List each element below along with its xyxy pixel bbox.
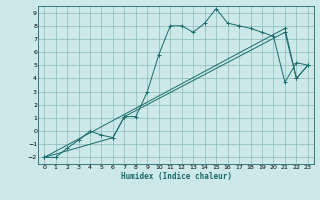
X-axis label: Humidex (Indice chaleur): Humidex (Indice chaleur) [121, 172, 231, 181]
